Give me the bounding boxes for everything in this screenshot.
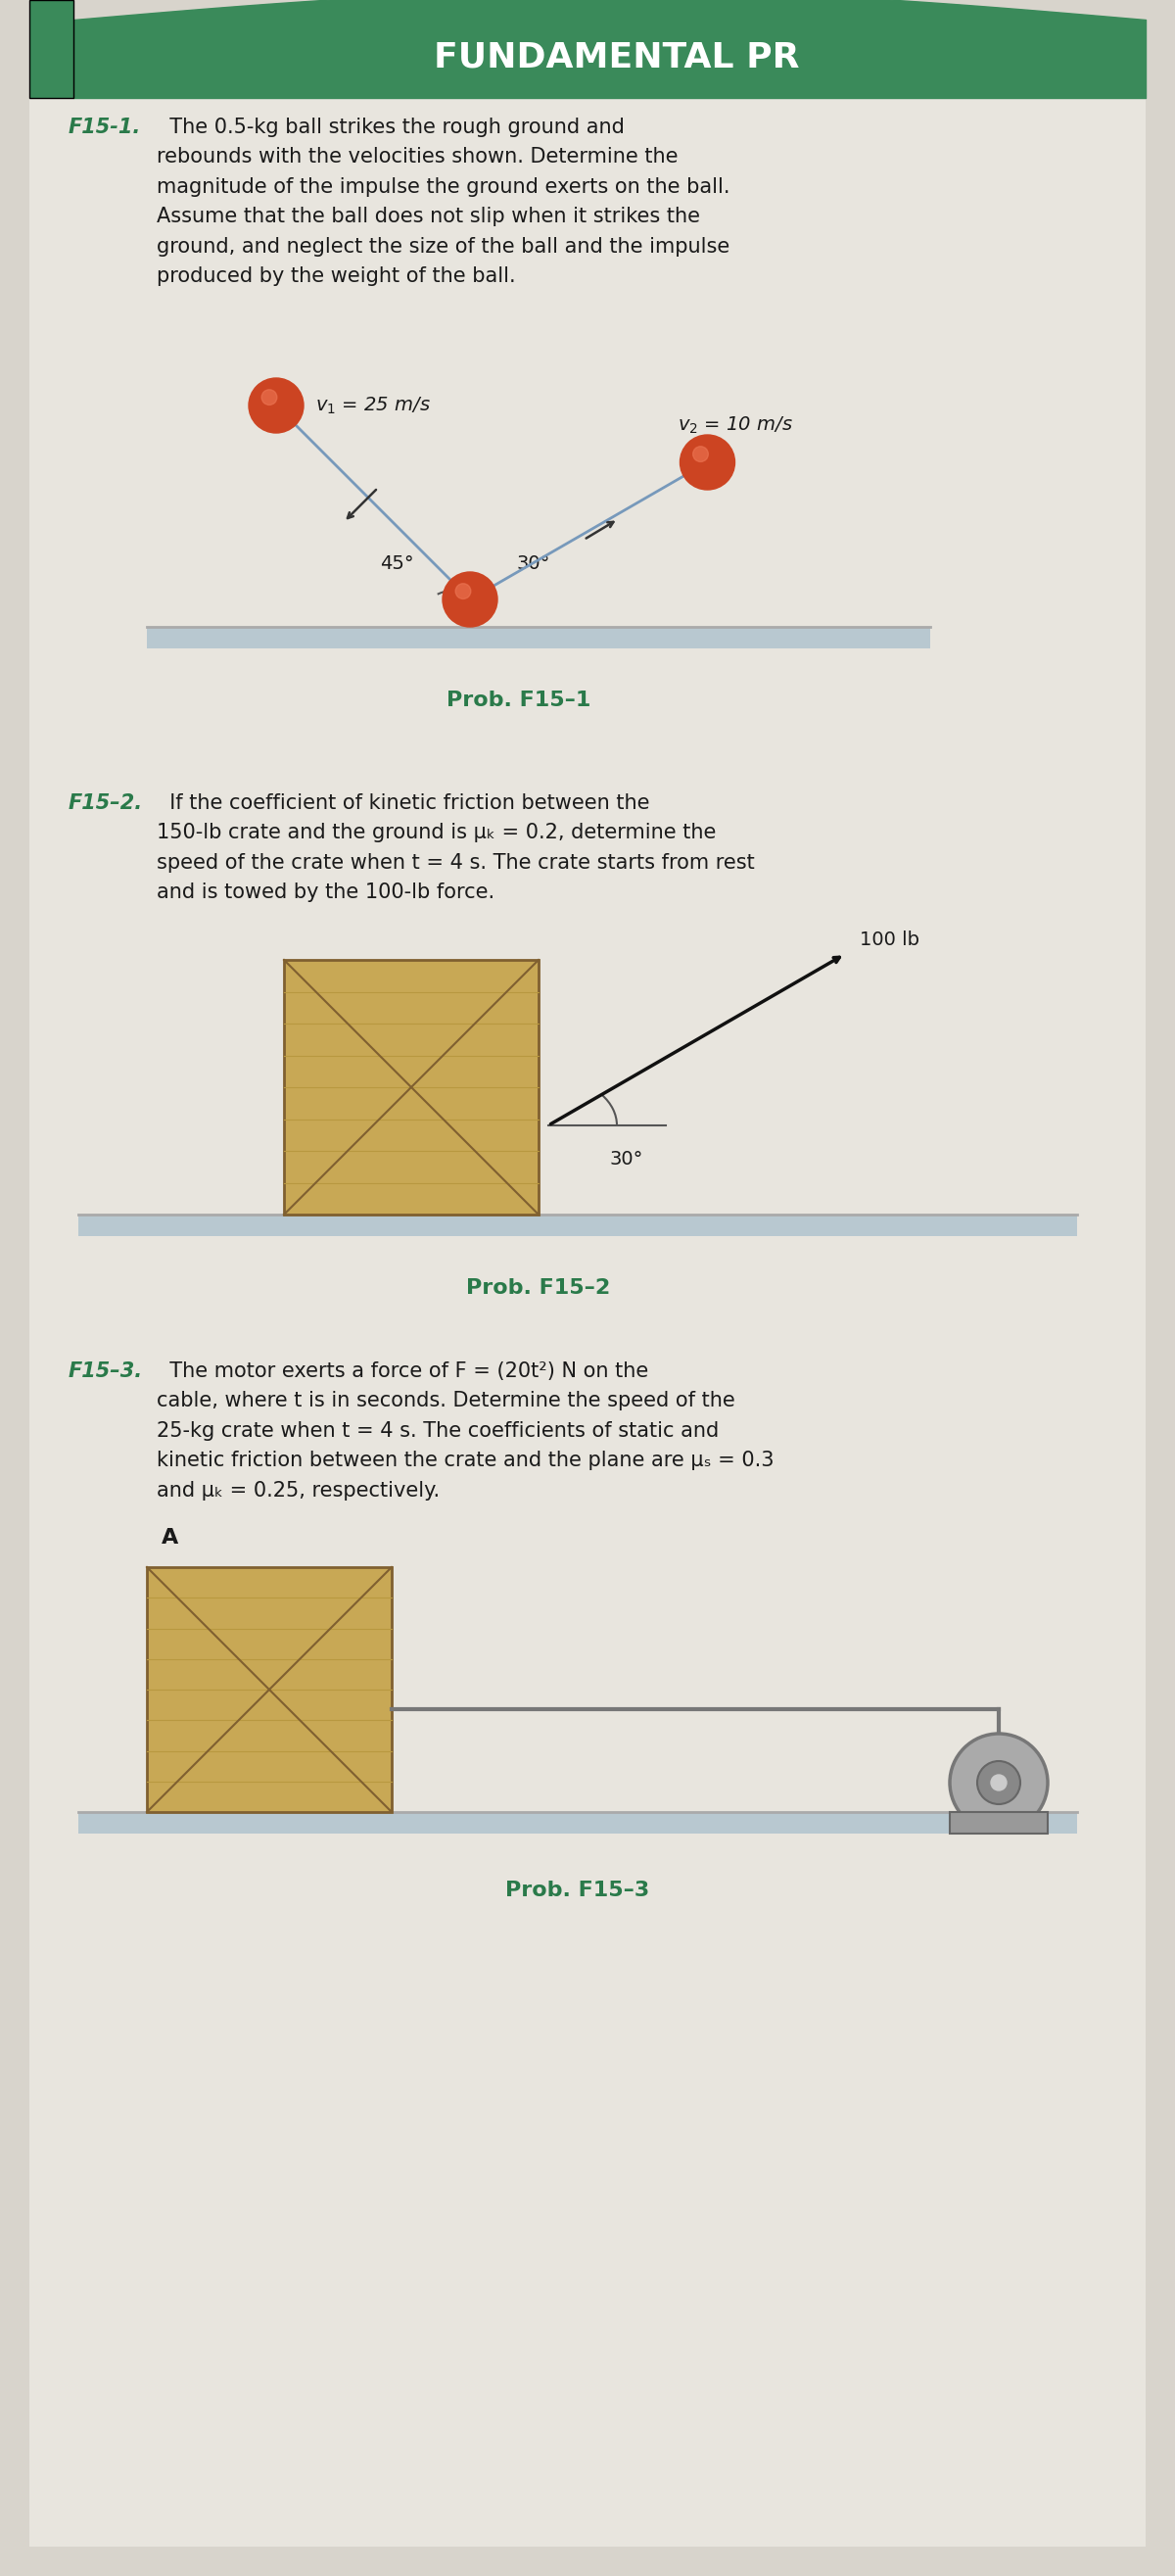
FancyBboxPatch shape xyxy=(147,626,931,649)
Text: 30°: 30° xyxy=(517,554,550,572)
Text: F15-1.: F15-1. xyxy=(68,118,141,137)
Text: $v_1$ = 25 m/s: $v_1$ = 25 m/s xyxy=(315,394,431,415)
Circle shape xyxy=(249,379,303,433)
Circle shape xyxy=(693,446,709,461)
Text: Prob. F15–2: Prob. F15–2 xyxy=(466,1278,611,1298)
Circle shape xyxy=(262,389,277,404)
Text: 100 lb: 100 lb xyxy=(860,930,920,948)
Text: If the coefficient of kinetic friction between the
150-lb crate and the ground i: If the coefficient of kinetic friction b… xyxy=(156,793,754,902)
Text: The motor exerts a force of F = (20t²) N on the
cable, where t is in seconds. De: The motor exerts a force of F = (20t²) N… xyxy=(156,1363,774,1499)
Circle shape xyxy=(991,1775,1007,1790)
Text: Prob. F15–3: Prob. F15–3 xyxy=(505,1880,650,1901)
FancyBboxPatch shape xyxy=(29,0,73,98)
Text: F15–3.: F15–3. xyxy=(68,1363,143,1381)
Text: $v_2$ = 10 m/s: $v_2$ = 10 m/s xyxy=(678,415,793,435)
Text: 30°: 30° xyxy=(610,1149,644,1170)
Circle shape xyxy=(443,572,497,626)
Text: Prob. F15–1: Prob. F15–1 xyxy=(446,690,591,711)
Text: 45°: 45° xyxy=(380,554,414,572)
Text: The 0.5-kg ball strikes the rough ground and
rebounds with the velocities shown.: The 0.5-kg ball strikes the rough ground… xyxy=(156,118,730,286)
Circle shape xyxy=(456,585,471,598)
Circle shape xyxy=(680,435,734,489)
FancyBboxPatch shape xyxy=(79,1811,1077,1834)
FancyBboxPatch shape xyxy=(147,1566,391,1811)
FancyBboxPatch shape xyxy=(949,1811,1048,1834)
FancyBboxPatch shape xyxy=(29,28,1146,2548)
Text: F15–2.: F15–2. xyxy=(68,793,143,814)
FancyBboxPatch shape xyxy=(284,961,538,1213)
Circle shape xyxy=(978,1762,1020,1803)
Text: FUNDAMENTAL PR: FUNDAMENTAL PR xyxy=(434,41,800,75)
FancyBboxPatch shape xyxy=(79,1213,1077,1236)
Text: A: A xyxy=(162,1528,179,1548)
Circle shape xyxy=(949,1734,1048,1832)
